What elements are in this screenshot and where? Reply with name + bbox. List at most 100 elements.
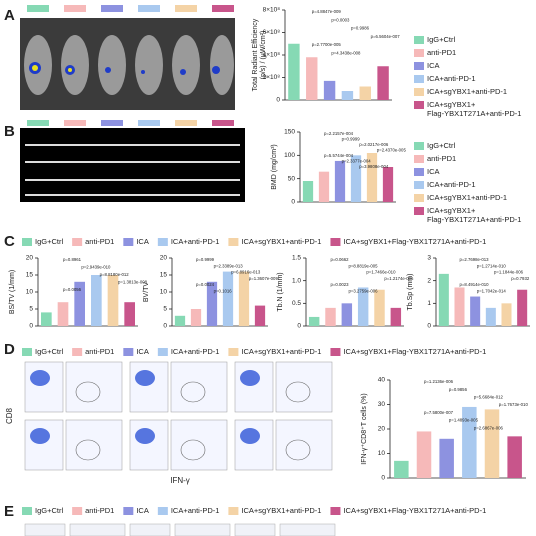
- y-tick-label: 10: [26, 289, 34, 296]
- bar: [462, 406, 477, 478]
- y-tick-label: 15: [26, 272, 34, 279]
- p-value: p=4.3438e-008: [331, 50, 361, 55]
- y-tick-label: 2: [427, 277, 431, 284]
- legend-label: anti-PD1: [85, 237, 114, 246]
- legend-swatch: [72, 348, 83, 356]
- group-swatch: [64, 5, 86, 12]
- y-tick-label: 0: [291, 199, 295, 206]
- p-value: p=2.3389e-013: [214, 263, 244, 268]
- legend-label: anti-PD1: [427, 48, 456, 57]
- legend-label: ICA+anti-PD-1: [171, 347, 220, 356]
- y-tick-label: 0.5: [292, 300, 301, 307]
- y-tick-label: 3: [427, 255, 431, 262]
- legend-swatch: [414, 75, 424, 83]
- bar: [206, 281, 218, 326]
- legend-label: IgG+Ctrl: [35, 347, 63, 356]
- group-swatch: [101, 5, 123, 12]
- legend-label: ICA+anti-PD-1: [171, 506, 220, 515]
- legend-label: ICA+sgYBX1+anti-PD-1: [241, 237, 321, 246]
- y-axis-label: BS/TV (1/mm): [9, 270, 16, 314]
- panel-label: C: [4, 233, 15, 250]
- p-value: p=8.8819e-005: [348, 263, 378, 268]
- legend-swatch: [22, 507, 32, 515]
- legend-swatch: [414, 194, 424, 202]
- p-value: p=0.0056: [63, 287, 82, 292]
- panel-label: A: [4, 7, 15, 24]
- p-value: p=2.7698e-013: [460, 257, 490, 262]
- bar: [438, 273, 449, 326]
- group-swatch: [138, 120, 160, 126]
- bar: [394, 460, 409, 478]
- p-value: p=2.4370e-005: [377, 148, 407, 153]
- p-value: p=8.8180e-012: [100, 272, 130, 277]
- legend-swatch: [414, 207, 424, 215]
- legend-swatch: [414, 62, 424, 70]
- bar: [390, 307, 402, 326]
- p-value: p=0.0662: [331, 257, 350, 262]
- y-tick-label: 20: [378, 426, 386, 433]
- legend-label: ICA+sgYBX1+anti-PD-1: [241, 347, 321, 356]
- legend-label: IgG+Ctrl: [35, 237, 63, 246]
- bar: [470, 296, 481, 326]
- flow-y-label: CD8: [5, 407, 14, 424]
- legend-label: ICA+sgYBX1+Flag-YBX1T271A+anti-PD-1: [343, 506, 486, 515]
- legend-swatch: [414, 101, 424, 109]
- legend-swatch: [414, 142, 424, 150]
- y-tick-label: 8×10⁸: [263, 7, 281, 14]
- legend-swatch: [157, 238, 168, 246]
- bar: [507, 436, 522, 478]
- bar: [501, 303, 512, 326]
- bar: [341, 303, 353, 326]
- bar: [439, 438, 454, 478]
- bar: [302, 181, 314, 202]
- legend-swatch: [414, 155, 424, 163]
- legend-label: ICA: [136, 237, 149, 246]
- legend-swatch: [414, 168, 424, 176]
- legend-swatch: [414, 88, 424, 96]
- legend-swatch: [157, 507, 168, 515]
- bar: [366, 153, 378, 202]
- legend-label: ICA+sgYBX1+Flag-YBX1T271A+anti-PD-1: [343, 347, 486, 356]
- legend-swatch: [123, 348, 134, 356]
- group-swatch: [27, 5, 49, 12]
- p-value: p=2.6867e-006: [474, 425, 504, 430]
- group-swatch: [212, 120, 234, 126]
- p-value: p=1.2174e-006: [384, 276, 414, 281]
- y-tick-label: 40: [378, 377, 386, 384]
- p-value: p=1.1844e-006: [494, 270, 524, 275]
- legend-label: ICA+sgYBX1+anti-PD-1: [241, 506, 321, 515]
- legend-swatch: [228, 238, 239, 246]
- y-tick-label: 1.0: [292, 277, 301, 284]
- legend-label: ICA: [136, 506, 149, 515]
- legend-label: ICA+anti-PD-1: [171, 237, 220, 246]
- legend-label: anti-PD1: [427, 154, 456, 163]
- y-tick-label: 0: [297, 323, 301, 330]
- y-tick-label: 15: [160, 272, 168, 279]
- y-tick-label: 10: [378, 450, 386, 457]
- p-value: p=1.7673e-010: [499, 402, 529, 407]
- p-value: p=2.3377e-004: [342, 159, 372, 164]
- bar: [74, 281, 85, 326]
- bar: [357, 287, 369, 326]
- bar: [41, 312, 52, 326]
- bar: [325, 307, 336, 326]
- y-tick-label: 150: [284, 129, 295, 136]
- y-tick-label: 0: [427, 323, 431, 330]
- legend-label: anti-PD1: [85, 506, 114, 515]
- y-axis-label: Tb.N (1/mm): [277, 272, 284, 311]
- bar: [174, 315, 186, 326]
- bar: [374, 289, 385, 326]
- mouse-images: [20, 18, 235, 110]
- legend-label: ICA+sgYBX1+Flag-YBX1T271A+anti-PD-1: [343, 237, 486, 246]
- legend-swatch: [414, 181, 424, 189]
- bar: [334, 160, 346, 202]
- y-axis-label: (p/s) / (μW/cm²): [260, 31, 267, 80]
- legend-label: ICA+anti-PD-1: [427, 74, 476, 83]
- group-swatch: [212, 5, 234, 12]
- legend-swatch: [228, 507, 239, 515]
- p-value: p=0.0003: [331, 17, 350, 22]
- p-value: p=8.4914e-010: [460, 282, 490, 287]
- bar: [254, 305, 266, 326]
- p-value: p=0.0024: [196, 282, 215, 287]
